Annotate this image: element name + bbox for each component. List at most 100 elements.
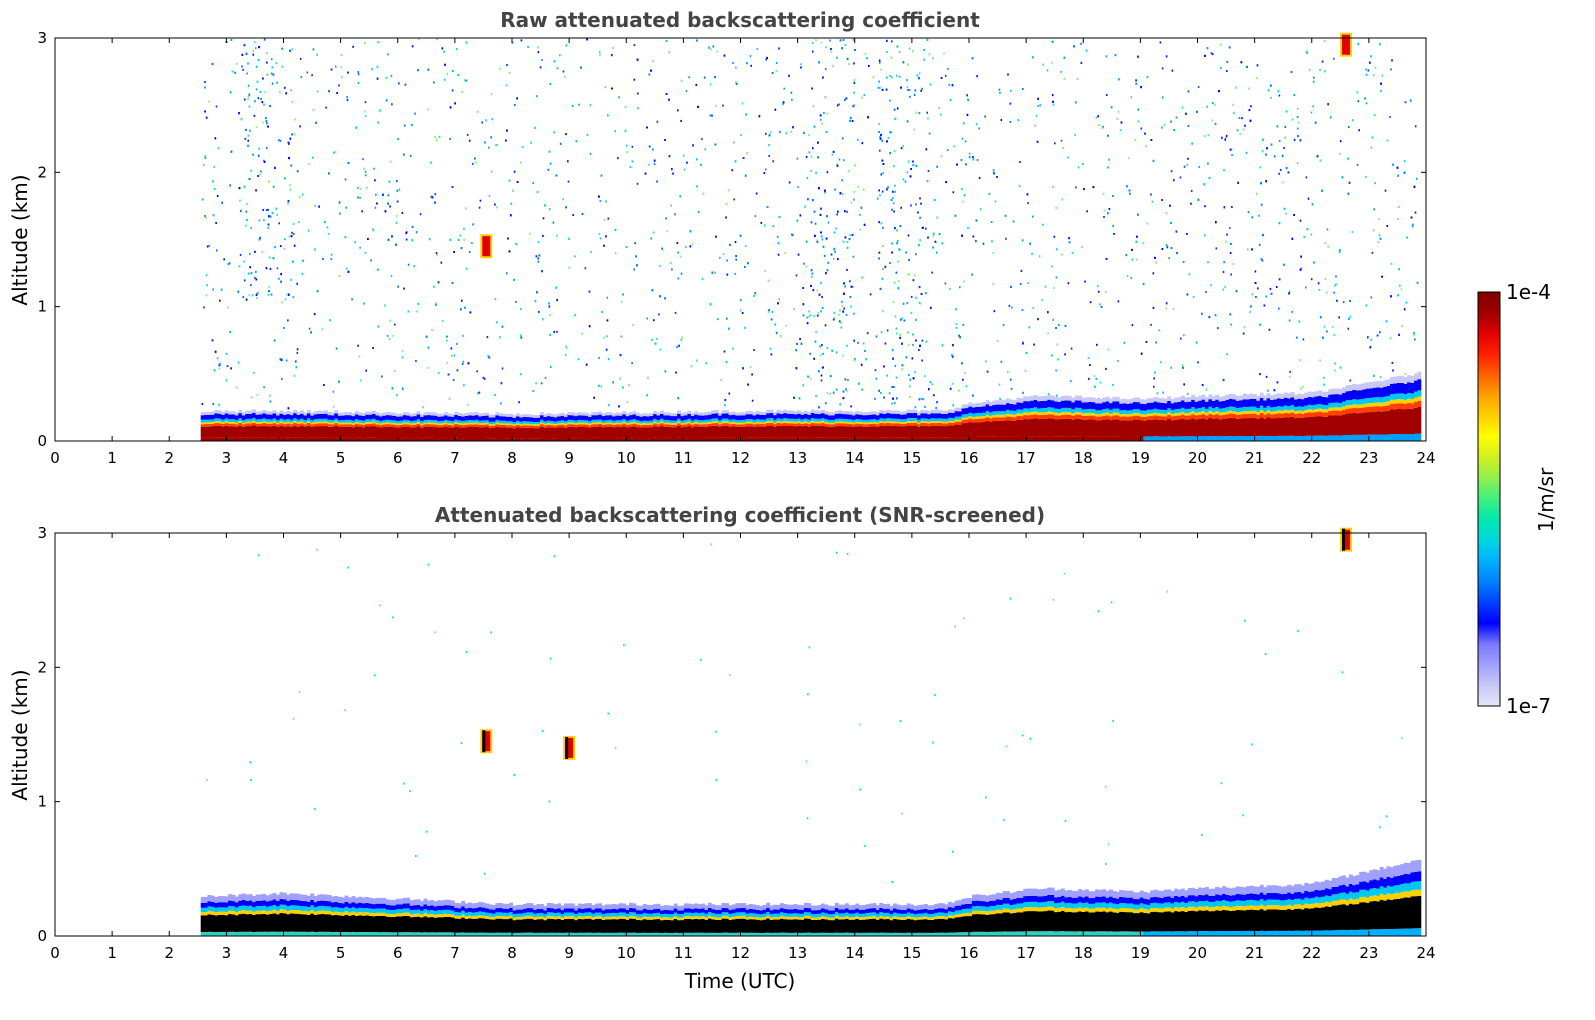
noise-pixel (1207, 162, 1209, 165)
boundary-layer-cell (300, 413, 304, 419)
noise-pixel (1009, 378, 1012, 381)
boundary-layer-cell (430, 426, 435, 438)
noise-pixel (403, 153, 405, 156)
boundary-layer-cell (217, 413, 222, 419)
noise-pixel (482, 376, 485, 379)
noise-pixel (243, 260, 245, 263)
noise-pixel (1311, 203, 1314, 206)
noise-pixel (806, 177, 809, 179)
noise-pixel (817, 312, 820, 314)
noise-pixel (1179, 337, 1182, 340)
boundary-layer-cell (498, 423, 503, 425)
noise-pixel (1117, 360, 1119, 362)
noise-pixel (1123, 341, 1126, 344)
boundary-layer-cell (663, 415, 668, 420)
noise-pixel (1232, 263, 1235, 265)
boundary-layer-cell (255, 419, 260, 422)
noise-pixel (902, 302, 905, 305)
noise-pixel (890, 56, 893, 59)
noise-pixel (850, 405, 852, 408)
noise-pixel (389, 319, 392, 322)
boundary-layer-cell (526, 421, 531, 424)
boundary-layer-cell (601, 438, 606, 441)
noise-pixel (1283, 207, 1286, 210)
boundary-layer-cell (454, 426, 459, 438)
boundary-layer-cell (649, 413, 654, 416)
noise-pixel (879, 86, 881, 89)
noise-pixel (441, 47, 444, 50)
boundary-layer-cell (577, 424, 582, 427)
noise-pixel (430, 195, 433, 198)
noise-pixel (872, 76, 875, 79)
noise-pixel (1365, 304, 1368, 307)
boundary-layer-cell (516, 413, 520, 417)
noise-pixel (624, 129, 627, 132)
boundary-layer-cell (375, 412, 380, 416)
noise-pixel (1163, 123, 1166, 126)
boundary-layer-cell (413, 420, 418, 424)
noise-pixel (1120, 121, 1123, 124)
boundary-layer-cell (526, 414, 531, 418)
boundary-layer-cell (286, 437, 291, 441)
noise-pixel (1290, 71, 1293, 73)
noise-pixel (808, 134, 810, 137)
noise-pixel (1319, 159, 1322, 162)
noise-pixel (378, 110, 381, 113)
noise-pixel (832, 65, 834, 68)
boundary-layer-cell (512, 415, 517, 418)
boundary-layer-cell (690, 424, 695, 428)
noise-pixel (916, 74, 919, 77)
noise-pixel (1183, 334, 1185, 337)
noise-pixel (709, 114, 712, 117)
noise-pixel (267, 293, 270, 296)
boundary-layer-cell (581, 424, 585, 427)
boundary-layer-cell (570, 426, 575, 438)
noise-pixel (931, 383, 934, 386)
noise-pixel (922, 226, 924, 229)
noise-pixel (1165, 212, 1168, 215)
boundary-layer-cell (378, 420, 383, 424)
noise-pixel (820, 310, 822, 313)
noise-pixel (599, 237, 602, 240)
noise-pixel (214, 137, 217, 140)
boundary-layer-cell (608, 415, 613, 420)
boundary-layer-cell (526, 425, 531, 428)
boundary-layer-cell (615, 415, 620, 421)
noise-pixel (244, 98, 246, 101)
noise-pixel (357, 81, 360, 84)
boundary-layer-cell (625, 438, 630, 441)
noise-pixel (357, 344, 359, 347)
boundary-layer-cell (697, 424, 702, 427)
noise-pixel (267, 125, 269, 128)
noise-pixel (338, 275, 341, 277)
noise-pixel (1191, 142, 1193, 145)
boundary-layer-cell (337, 420, 342, 423)
boundary-layer-cell (262, 418, 267, 422)
boundary-layer-cell (320, 423, 325, 427)
boundary-layer-cell (694, 423, 699, 427)
boundary-layer-cell (584, 412, 589, 416)
noise-pixel (598, 232, 601, 235)
noise-pixel (578, 103, 580, 106)
noise-pixel (1229, 148, 1232, 151)
noise-pixel (372, 228, 374, 231)
noise-pixel (1256, 77, 1258, 79)
noise-pixel (898, 248, 901, 251)
noise-pixel (799, 338, 801, 340)
boundary-layer-cell (265, 421, 270, 424)
boundary-layer-cell (553, 424, 558, 426)
noise-pixel (287, 200, 290, 202)
boundary-layer-cell (485, 415, 490, 421)
noise-pixel (347, 162, 350, 164)
boundary-layer-cell (293, 437, 298, 441)
noise-pixel (508, 250, 511, 253)
noise-pixel (830, 50, 833, 53)
noise-pixel (536, 291, 538, 294)
noise-pixel (1300, 267, 1303, 270)
noise-pixel (898, 50, 901, 53)
boundary-layer-cell (402, 422, 407, 425)
noise-pixel (633, 78, 636, 81)
boundary-layer-cell (286, 410, 291, 415)
noise-pixel (665, 93, 668, 95)
noise-pixel (777, 253, 780, 256)
